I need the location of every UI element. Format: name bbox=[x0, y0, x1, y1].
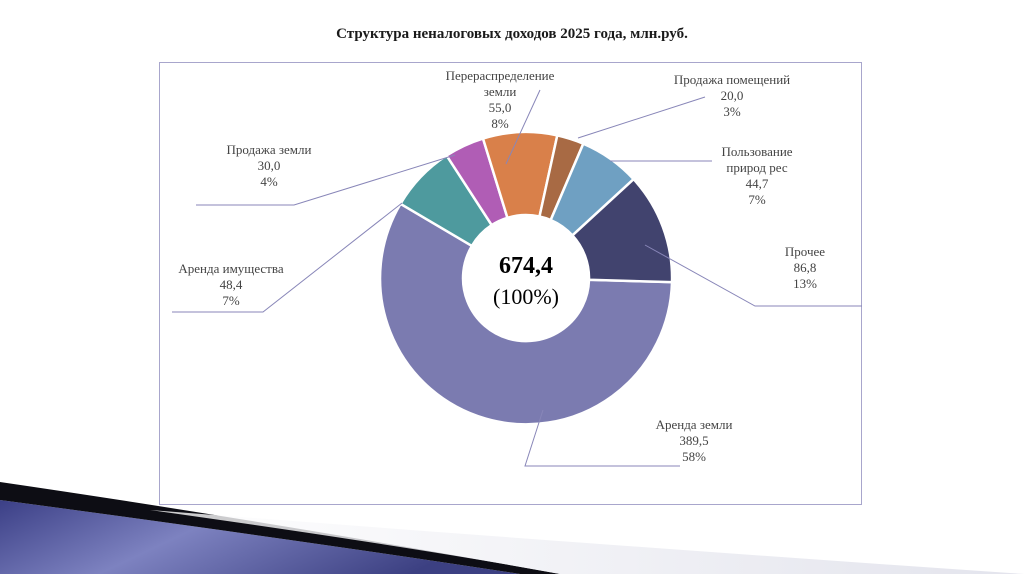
label-name: Прочее bbox=[784, 244, 826, 259]
label-name: Продажа земли bbox=[226, 142, 312, 157]
label-value: 48,4 bbox=[219, 277, 243, 292]
label-value: 86,8 bbox=[793, 260, 817, 275]
slice-prochee bbox=[570, 177, 674, 284]
label-prodazha-pomeshcheniy: Продажа помещений 20,0 3% bbox=[660, 72, 804, 120]
decorative-swoosh bbox=[0, 482, 1024, 574]
label-prochee: Прочее 86,8 13% bbox=[770, 244, 840, 292]
label-name-line1: Перераспределение bbox=[445, 68, 555, 83]
label-name-line2: земли bbox=[483, 84, 517, 99]
leader-prodazha-zemli bbox=[196, 154, 456, 206]
label-name-line1: Пользование bbox=[721, 144, 793, 159]
label-percent: 7% bbox=[222, 293, 240, 308]
label-name: Продажа помещений bbox=[673, 72, 791, 87]
leader-prodazha-pomeshcheniy bbox=[577, 96, 706, 139]
leader-lines bbox=[172, 89, 862, 467]
label-value: 389,5 bbox=[679, 433, 709, 448]
donut-total-value: 674,4 bbox=[499, 253, 553, 279]
leader-pereraspredelenie bbox=[505, 89, 541, 165]
label-percent: 58% bbox=[682, 449, 706, 464]
label-value: 55,0 bbox=[488, 100, 512, 115]
leader-prochee bbox=[644, 244, 862, 307]
label-percent: 4% bbox=[260, 174, 278, 189]
leader-arenda-imushchestva bbox=[172, 202, 403, 313]
label-value: 30,0 bbox=[257, 158, 281, 173]
label-name: Аренда земли bbox=[655, 417, 733, 432]
leader-arenda-zemli bbox=[524, 409, 680, 467]
chart-area bbox=[159, 62, 862, 505]
label-polzovanie: Пользование природ рес 44,7 7% bbox=[708, 144, 806, 208]
label-percent: 8% bbox=[491, 116, 509, 131]
slice-arenda-zemli bbox=[378, 202, 674, 426]
label-percent: 3% bbox=[723, 104, 741, 119]
donut-total-percent: (100%) bbox=[493, 284, 559, 309]
label-name: Аренда имущества bbox=[178, 261, 284, 276]
label-percent: 13% bbox=[793, 276, 817, 291]
label-arenda-imushchestva: Аренда имущества 48,4 7% bbox=[164, 261, 298, 309]
donut-slices bbox=[378, 130, 674, 426]
label-prodazha-zemli: Продажа земли 30,0 4% bbox=[214, 142, 324, 190]
label-pereraspredelenie: Перераспределение земли 55,0 8% bbox=[432, 68, 568, 132]
label-value: 44,7 bbox=[745, 176, 769, 191]
chart-title: Структура неналоговых доходов 2025 года,… bbox=[336, 26, 688, 42]
label-name-line2: природ рес bbox=[726, 160, 788, 175]
label-arenda-zemli: Аренда земли 389,5 58% bbox=[640, 417, 748, 465]
label-percent: 7% bbox=[748, 192, 766, 207]
label-value: 20,0 bbox=[720, 88, 744, 103]
